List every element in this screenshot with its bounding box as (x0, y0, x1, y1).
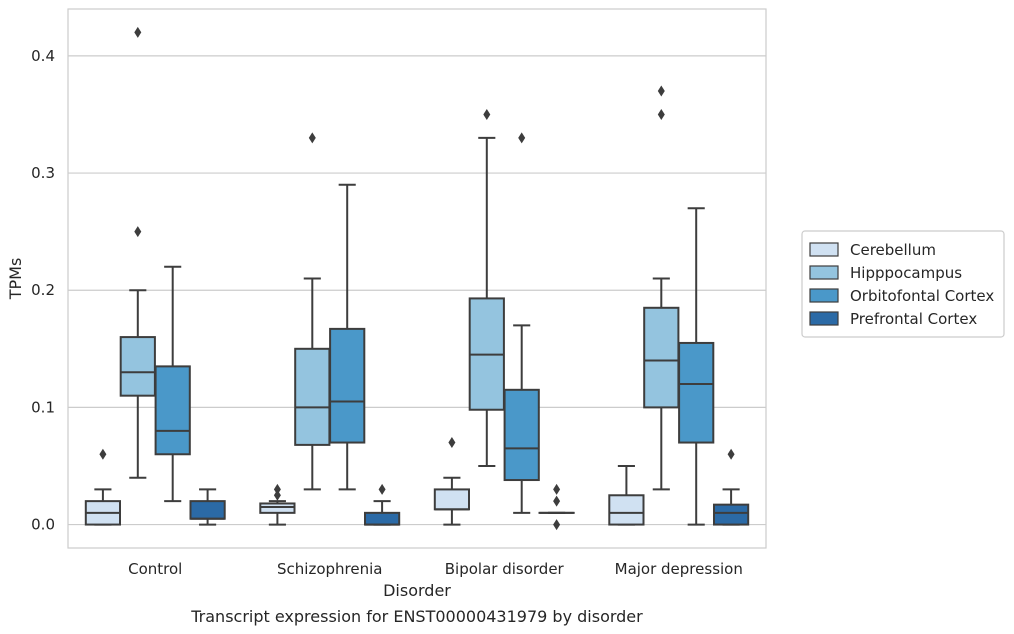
outlier-point (273, 489, 281, 501)
iqr-box (154, 365, 191, 456)
box-hipppocampus (294, 132, 331, 491)
box-cerebellum (84, 448, 122, 526)
iqr-box (259, 502, 296, 514)
outlier-point (273, 483, 281, 495)
outlier-point (553, 495, 561, 507)
x-tick-label: Bipolar disorder (445, 560, 565, 578)
outlier-point (134, 226, 142, 238)
legend-swatch (809, 242, 839, 257)
y-tick-label: 0.4 (31, 47, 55, 65)
box-cerebellum (433, 437, 471, 526)
x-tick-label: Control (128, 560, 182, 578)
legend-frame (801, 230, 1005, 338)
box-hipppocampus (468, 108, 505, 467)
iqr-box (294, 347, 331, 446)
legend-swatch (809, 311, 839, 326)
legend-swatch (809, 265, 839, 280)
box-cerebellum (608, 464, 645, 526)
plot-area (67, 8, 767, 549)
iqr-box (643, 306, 680, 409)
x-axis-ticks: Control Schizophrenia Bipolar disorder Majo… (128, 560, 743, 578)
chart-caption: Transcript expression for ENST0000043197… (190, 607, 643, 626)
legend-label: Hipppocampus (850, 264, 962, 282)
legend-label: Orbitofontal Cortex (850, 287, 994, 305)
outlier-point (657, 108, 665, 120)
box-hipppocampus (119, 26, 156, 479)
y-axis-ticks: 0.0 0.1 0.2 0.3 0.4 (31, 47, 55, 534)
box-hipppocampus (643, 85, 680, 491)
y-tick-label: 0.0 (31, 516, 55, 534)
outlier-point (727, 448, 735, 460)
y-axis-title: TPMs (6, 258, 25, 301)
y-tick-label: 0.1 (31, 398, 55, 416)
y-tick-label: 0.2 (31, 281, 55, 299)
iqr-box (712, 503, 750, 526)
box-prefrontal-cortex (363, 483, 401, 526)
box-orbitofontal-cortex (154, 265, 191, 503)
outlier-point (657, 85, 665, 97)
outlier-point (99, 448, 107, 460)
outlier-point (483, 108, 491, 120)
legend-swatch (809, 288, 839, 303)
box-prefrontal-cortex (712, 448, 750, 526)
outlier-point (308, 132, 316, 144)
outlier-point (518, 132, 526, 144)
iqr-box (363, 511, 401, 526)
outlier-point (134, 26, 142, 38)
outlier-point (553, 519, 561, 531)
outlier-point (448, 437, 456, 449)
outlier-point (378, 483, 386, 495)
box-orbitofontal-cortex (329, 183, 366, 491)
box-orbitofontal-cortex (678, 207, 715, 526)
legend-label: Cerebellum (850, 241, 936, 259)
iqr-box (503, 388, 540, 482)
iqr-box (433, 488, 471, 511)
y-tick-label: 0.3 (31, 164, 55, 182)
iqr-box (329, 327, 366, 444)
x-tick-label: Major depression (615, 560, 743, 578)
box-prefrontal-cortex (538, 483, 575, 531)
iqr-box (119, 336, 156, 397)
legend-label: Prefrontal Cortex (850, 310, 977, 328)
box-orbitofontal-cortex (503, 132, 540, 514)
box-prefrontal-cortex (189, 488, 226, 526)
box-series (84, 26, 750, 531)
x-tick-label: Schizophrenia (277, 560, 382, 578)
iqr-box (608, 494, 645, 526)
iqr-box (189, 500, 226, 520)
legend: Cerebellum Hipppocampus Orbitofontal Corte… (801, 230, 1005, 338)
box-cerebellum (259, 483, 296, 526)
x-axis-title: Disorder (383, 581, 451, 600)
iqr-box (678, 341, 715, 444)
outlier-point (553, 483, 561, 495)
